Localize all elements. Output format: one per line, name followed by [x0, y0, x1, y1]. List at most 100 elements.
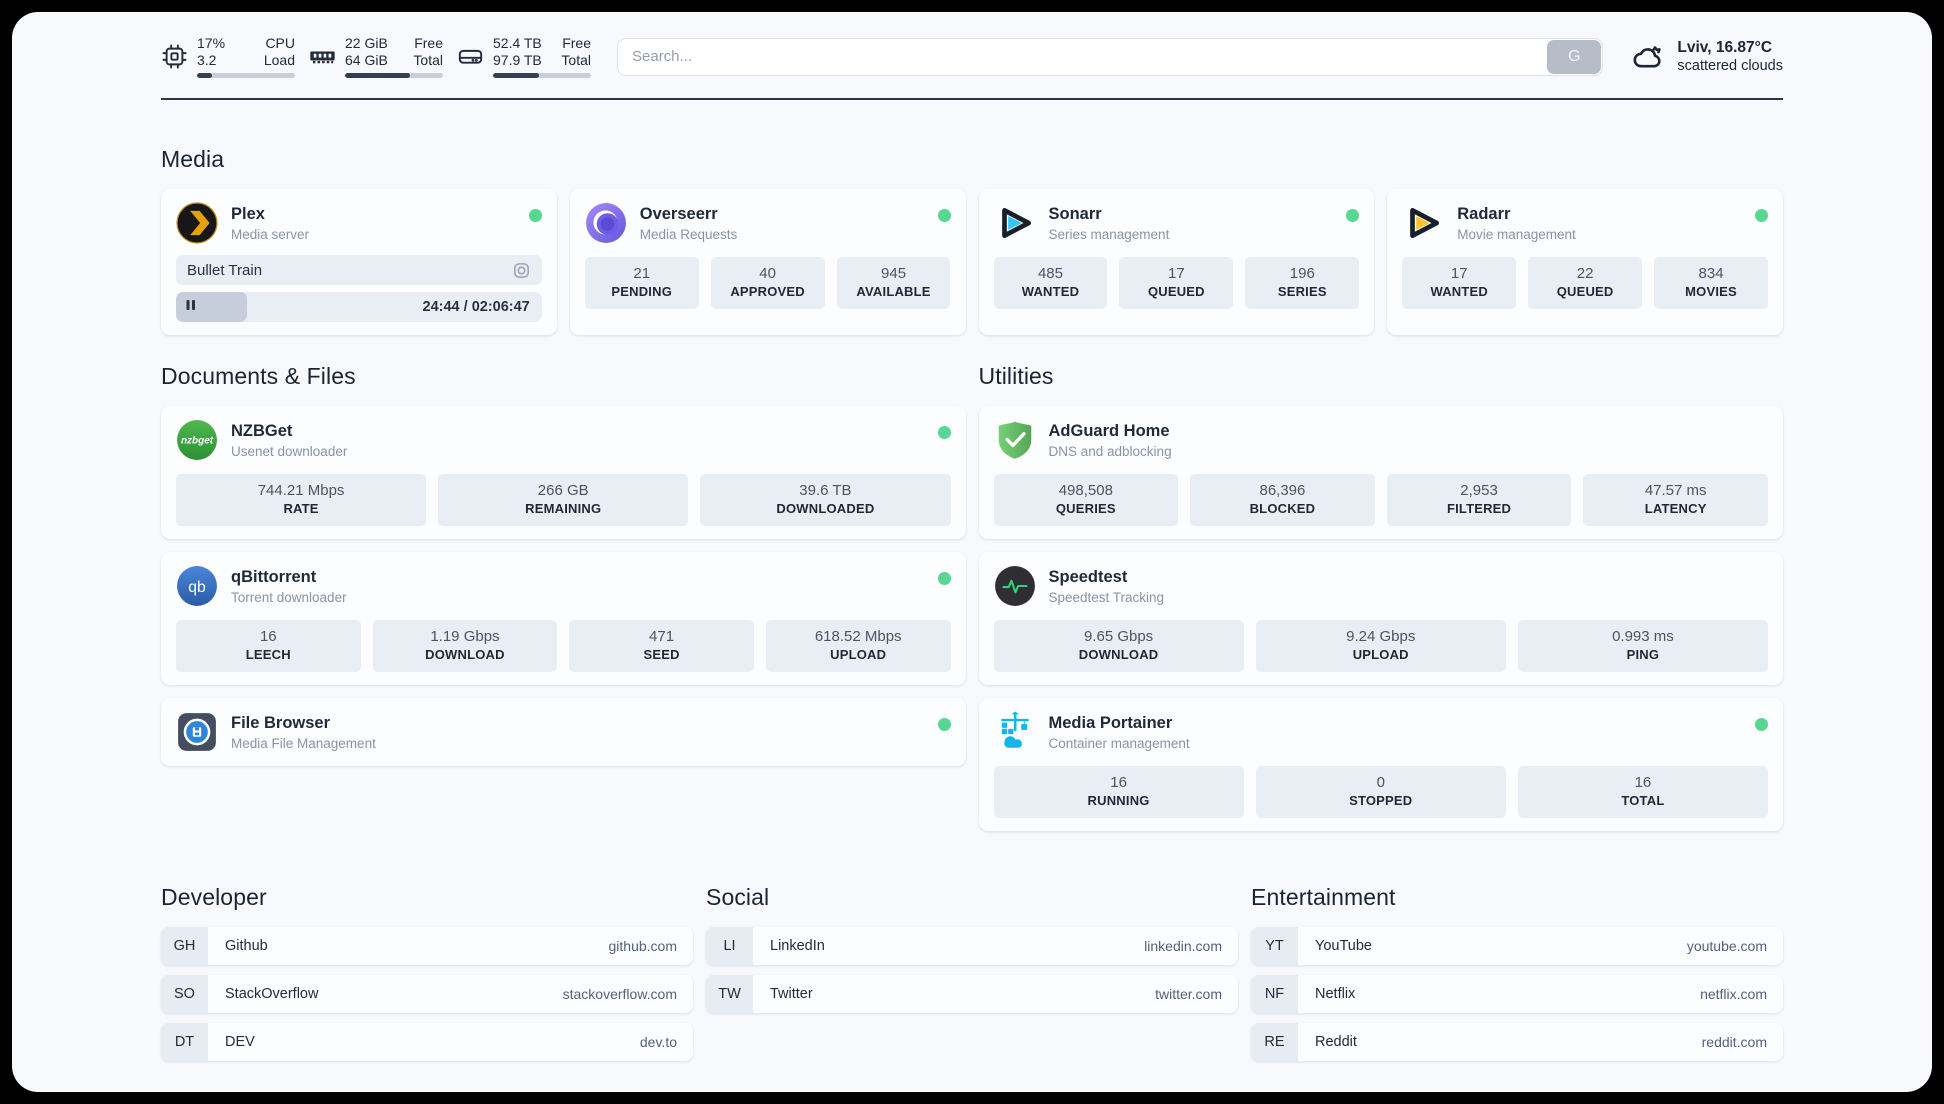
stat-total: 16 TOTAL — [1517, 766, 1768, 818]
adguard-icon — [994, 419, 1036, 461]
disk-icon — [458, 49, 483, 64]
pause-icon[interactable] — [186, 298, 196, 316]
app-name: Sonarr — [1048, 204, 1102, 223]
bookmark-twitter[interactable]: TW Twitter twitter.com — [706, 975, 1238, 1013]
stat-stopped: 0 STOPPED — [1255, 766, 1506, 818]
bookmark-name: StackOverflow — [225, 986, 319, 1002]
stat-upload: 9.24 Gbps UPLOAD — [1255, 620, 1506, 672]
player-progress[interactable]: 24:44 / 02:06:47 — [176, 292, 542, 322]
search-bar: G — [617, 37, 1604, 76]
cpu-usage-value: 17% — [197, 35, 226, 51]
section-title-social: Social — [706, 884, 770, 910]
stat-upload: 618.52 Mbps UPLOAD — [765, 620, 951, 672]
app-name: Media Portainer — [1048, 713, 1173, 732]
cpu-load-label: Load — [263, 52, 295, 68]
speedtest-icon — [994, 565, 1036, 607]
bookmark-abbr: SO — [161, 975, 208, 1013]
app-name: Speedtest — [1048, 567, 1128, 586]
disk-total-label: Total — [561, 52, 591, 68]
cpu-icon — [162, 44, 187, 69]
bookmark-dev[interactable]: DT DEV dev.to — [161, 1023, 693, 1061]
status-online-dot — [1755, 209, 1768, 222]
app-card-radarr[interactable]: Radarr Movie management 17 WANTED 22 QUE… — [1387, 189, 1783, 335]
system-stats: 17% CPU 3.2 Load 22 GiB Free — [161, 35, 591, 78]
app-name: File Browser — [231, 713, 331, 732]
bookmark-abbr: NF — [1251, 975, 1298, 1013]
bookmark-linkedin[interactable]: LI LinkedIn linkedin.com — [706, 927, 1238, 965]
bookmark-reddit[interactable]: RE Reddit reddit.com — [1251, 1023, 1783, 1061]
disk-free-label: Free — [562, 35, 591, 51]
bookmark-name: YouTube — [1315, 938, 1372, 954]
memory-total-label: Total — [413, 52, 443, 68]
app-name: qBittorrent — [231, 567, 317, 586]
svg-text:nzbget: nzbget — [181, 436, 214, 447]
stat-ping: 0.993 ms PING — [1517, 620, 1768, 672]
memory-total-value: 64 GiB — [345, 52, 388, 68]
stat-running: 16 RUNNING — [993, 766, 1244, 818]
bookmark-netflix[interactable]: NF Netflix netflix.com — [1251, 975, 1783, 1013]
app-card-qbittorrent[interactable]: qb qBittorrent Torrent downloader 16 LEE… — [161, 552, 966, 685]
bookmark-youtube[interactable]: YT YouTube youtube.com — [1251, 927, 1783, 965]
stat-leech: 16 LEECH — [176, 620, 361, 672]
cpu-progress-bar — [197, 73, 295, 78]
header-divider — [161, 98, 1783, 100]
bookmark-github[interactable]: GH Github github.com — [161, 927, 693, 965]
stat-download: 1.19 Gbps DOWNLOAD — [372, 620, 558, 672]
disk-progress-bar — [493, 73, 591, 78]
app-card-speedtest[interactable]: Speedtest Speedtest Tracking 9.65 Gbps D… — [978, 552, 1783, 685]
cpu-usage-label: CPU — [265, 35, 295, 51]
stat-movies: 834 MOVIES — [1654, 257, 1768, 309]
section-title-developer: Developer — [161, 884, 267, 910]
bookmark-abbr: LI — [706, 927, 753, 965]
stat-blocked: 86,396 BLOCKED — [1190, 474, 1375, 526]
memory-stat: 22 GiB Free 64 GiB Total — [309, 35, 443, 78]
camera-icon[interactable] — [512, 261, 531, 280]
app-card-overseerr[interactable]: Overseerr Media Requests 21 PENDING 40 A… — [569, 189, 966, 335]
status-online-dot — [937, 426, 951, 439]
bookmark-name: Netflix — [1315, 986, 1356, 1002]
bookmark-name: Twitter — [770, 986, 813, 1002]
section-title-utilities: Utilities — [978, 363, 1054, 389]
status-online-dot — [937, 209, 951, 222]
app-card-filebrowser[interactable]: File Browser Media File Management — [161, 698, 966, 766]
app-description: Speedtest Tracking — [1048, 589, 1165, 605]
app-description: Media Requests — [639, 226, 738, 242]
stat-queued: 17 QUEUED — [1119, 257, 1234, 309]
app-description: Media File Management — [231, 735, 376, 751]
bookmark-group-social: Social LI LinkedIn linkedin.com TW Twitt… — [706, 884, 1238, 1023]
search-input[interactable] — [617, 37, 1604, 76]
weather-widget: Lviv, 16.87°C scattered clouds — [1631, 39, 1783, 74]
stat-download: 9.65 Gbps DOWNLOAD — [993, 620, 1244, 672]
stat-rate: 744.21 Mbps RATE — [176, 474, 427, 526]
overseerr-icon — [585, 202, 627, 244]
status-online-dot — [1755, 718, 1768, 731]
app-card-portainer[interactable]: Media Portainer Container management 16 … — [978, 698, 1783, 831]
qbittorrent-icon: qb — [176, 565, 218, 607]
app-card-nzbget[interactable]: nzbget NZBGet Usenet downloader 744.21 M… — [161, 406, 966, 539]
bookmark-group-developer: Developer GH Github github.com SO StackO… — [161, 884, 693, 1071]
radarr-icon — [1402, 202, 1444, 244]
disk-stat: 52.4 TB Free 97.9 TB Total — [457, 35, 591, 78]
stat-queued: 22 QUEUED — [1528, 257, 1643, 309]
bookmark-abbr: TW — [706, 975, 753, 1013]
bookmark-abbr: DT — [161, 1023, 208, 1061]
bookmark-stackoverflow[interactable]: SO StackOverflow stackoverflow.com — [161, 975, 693, 1013]
disk-free-value: 52.4 TB — [493, 35, 542, 51]
status-online-dot — [1346, 209, 1360, 222]
weather-location: Lviv, 16.87°C — [1677, 39, 1773, 56]
app-description: Media server — [231, 226, 310, 242]
status-online-dot — [937, 718, 951, 731]
stat-filtered: 2,953 FILTERED — [1386, 474, 1572, 526]
now-playing-title: Bullet Train — [187, 261, 263, 279]
app-card-sonarr[interactable]: Sonarr Series management 485 WANTED 17 Q… — [978, 189, 1375, 335]
bookmark-abbr: RE — [1251, 1023, 1298, 1061]
stat-queries: 498,508 QUERIES — [993, 474, 1179, 526]
nzbget-icon: nzbget — [176, 419, 218, 461]
memory-progress-bar — [345, 73, 443, 78]
svg-text:qb: qb — [188, 579, 206, 596]
stat-approved: 40 APPROVED — [710, 257, 825, 309]
app-card-plex[interactable]: Plex Media server Bullet Train — [161, 189, 557, 335]
app-card-adguard[interactable]: AdGuard Home DNS and adblocking 498,508 … — [978, 406, 1783, 539]
search-engine-button[interactable]: G — [1547, 39, 1602, 74]
now-playing-row[interactable]: Bullet Train — [176, 255, 542, 285]
